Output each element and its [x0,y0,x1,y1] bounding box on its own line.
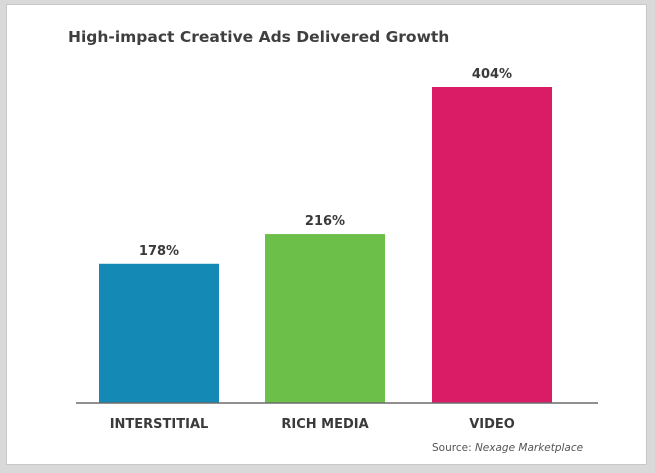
source-name: Nexage Marketplace [474,442,584,454]
bar-rich-media [265,234,385,403]
category-label-rich-media: RICH MEDIA [281,417,368,432]
source-prefix: Source: [432,442,475,454]
data-label-video: 404% [472,67,512,82]
bar-video [432,87,552,403]
data-label-rich-media: 216% [305,214,345,229]
chart-title: High-impact Creative Ads Delivered Growt… [68,28,450,46]
category-label-video: VIDEO [469,417,515,432]
data-label-interstitial: 178% [139,244,179,259]
category-label-interstitial: INTERSTITIAL [110,417,209,432]
bar-interstitial [99,263,219,403]
source-note: Source: Nexage Marketplace [432,442,583,454]
